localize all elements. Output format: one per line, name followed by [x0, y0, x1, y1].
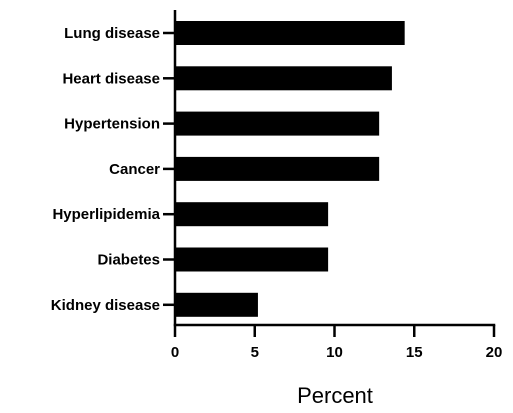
bar-cancer: [175, 156, 380, 181]
x-tick-label-15: 15: [406, 344, 423, 361]
category-label-heart-disease: Heart disease: [62, 70, 160, 87]
x-axis: 0 5 10 15 20: [171, 323, 503, 361]
category-labels-group: Lung disease Heart disease Hypertension Can…: [51, 25, 161, 314]
category-label-cancer: Cancer: [109, 161, 160, 178]
bar-lung-disease: [175, 21, 405, 45]
x-axis-title: Percent: [297, 383, 373, 408]
x-tick-label-5: 5: [251, 344, 259, 361]
bar-hyperlipidemia: [175, 202, 329, 227]
x-tick-label-10: 10: [326, 344, 343, 361]
bar-diabetes: [175, 247, 329, 272]
x-tick-label-0: 0: [171, 344, 179, 361]
category-label-lung-disease: Lung disease: [64, 25, 160, 42]
bar-kidney-disease: [175, 292, 258, 317]
y-axis: [163, 10, 177, 325]
bar-hypertension: [175, 111, 380, 136]
bar-heart-disease: [175, 66, 392, 91]
category-label-hypertension: Hypertension: [64, 116, 160, 133]
category-label-diabetes: Diabetes: [97, 252, 160, 269]
x-tick-label-20: 20: [486, 344, 503, 361]
category-label-hyperlipidemia: Hyperlipidemia: [52, 206, 160, 223]
category-label-kidney-disease: Kidney disease: [51, 297, 160, 314]
bars-group: [175, 21, 405, 317]
